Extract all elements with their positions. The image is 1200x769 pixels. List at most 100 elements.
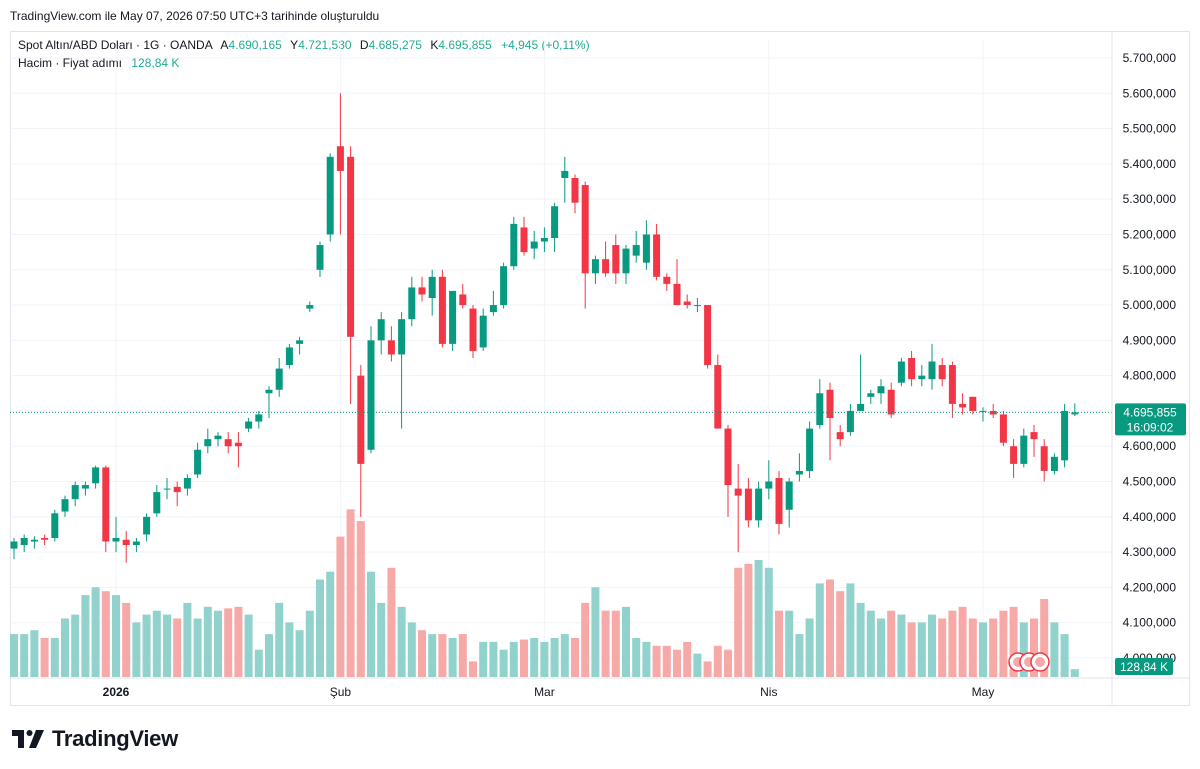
volume-bar [591, 587, 600, 677]
volume-bar [754, 560, 763, 677]
candle-body [347, 156, 355, 337]
open-label: A [220, 38, 229, 52]
volume-bar [856, 602, 865, 677]
y-tick-label: 4.400,000 [1123, 510, 1177, 524]
volume-bar [968, 618, 977, 677]
candle-body [204, 439, 212, 447]
volume-bar [836, 591, 845, 677]
candle-body [1050, 456, 1058, 471]
volume-bar [571, 638, 579, 677]
volume-value-box [1115, 658, 1173, 675]
candle-body [806, 428, 814, 471]
candle-body [285, 347, 293, 366]
candle-body [663, 276, 671, 284]
volume-bar [601, 610, 610, 677]
volume-legend[interactable]: Hacim · Fiyat adımı 128,84 K [18, 56, 179, 70]
volume-bar [652, 645, 661, 677]
volume-value-label: 128,84 K [1120, 660, 1168, 674]
candle-body [459, 294, 467, 306]
last-price-box [1115, 403, 1186, 436]
candle-body [683, 301, 691, 306]
last-price-label: 4.695,855 [1123, 405, 1177, 419]
candle-body [867, 393, 875, 397]
candle-body [449, 290, 457, 344]
candle-body [897, 361, 905, 383]
volume-bar [397, 606, 406, 677]
volume-bar [887, 610, 896, 677]
volume-bar [152, 610, 161, 677]
y-tick-label: 5.300,000 [1123, 192, 1177, 206]
high-label: Y [290, 38, 299, 52]
chart-frame [10, 31, 1190, 706]
volume-title[interactable]: Hacim · Fiyat adımı [18, 56, 123, 70]
candle-body [1030, 432, 1038, 440]
volume-bar [846, 583, 855, 677]
volume-bar [112, 595, 120, 677]
candle-body [357, 375, 365, 464]
candle-body [1071, 412, 1079, 415]
candle-body [857, 403, 865, 411]
candle-body [500, 266, 508, 306]
candle-body [1040, 446, 1048, 471]
candle-body [642, 234, 650, 263]
candle-body [469, 308, 477, 351]
symbol-legend[interactable]: Spot Altın/ABD Doları · 1G · OANDA A4.69… [18, 38, 590, 52]
volume-bar [775, 610, 783, 677]
candle-body [520, 227, 528, 253]
candle-body [561, 170, 569, 178]
candle-body [724, 428, 732, 486]
candle-body [755, 488, 763, 521]
low-value: 4.685,275 [368, 38, 422, 52]
volume-bar [560, 634, 569, 677]
candle-body [387, 340, 395, 355]
volume-bar [826, 579, 834, 677]
candle-body [367, 340, 375, 450]
symbol-title[interactable]: Spot Altın/ABD Doları · 1G · OANDA [18, 38, 213, 52]
volume-bar [142, 614, 151, 677]
candle-body [734, 488, 742, 496]
candle-body [30, 539, 38, 542]
volume-bar [20, 634, 29, 677]
volume-bar [1019, 622, 1028, 677]
volume-bar [795, 634, 804, 677]
volume-bar [866, 610, 875, 677]
tradingview-logo[interactable]: TradingView [12, 726, 178, 752]
candle-body [255, 414, 263, 422]
candle-body [918, 375, 926, 380]
candle-body [10, 541, 18, 549]
candle-body [20, 538, 28, 546]
candle-body [632, 245, 640, 256]
volume-bar [193, 618, 202, 677]
volume-bar [61, 618, 69, 677]
volume-bar [897, 614, 906, 677]
volume-bar [438, 634, 447, 677]
volume-bar [662, 645, 671, 677]
y-tick-label: 5.000,000 [1123, 298, 1177, 312]
volume-bar [1009, 606, 1018, 677]
volume-bar [917, 622, 926, 677]
volume-bar [520, 639, 528, 677]
candle-body [989, 410, 997, 415]
volume-bar [132, 622, 141, 677]
candle-body [836, 432, 844, 440]
volume-bar [428, 634, 437, 677]
candle-body [316, 245, 324, 270]
candle-body [540, 238, 548, 242]
volume-bar [91, 587, 100, 677]
candle-body [826, 389, 834, 418]
candle-body [265, 389, 273, 394]
volume-bar [734, 567, 743, 677]
y-tick-label: 4.900,000 [1123, 333, 1177, 347]
candle-body [71, 485, 79, 500]
candle-body [336, 146, 344, 171]
volume-bar [1070, 669, 1079, 677]
candle-body [102, 467, 110, 542]
volume-bar [948, 610, 957, 677]
volume-bar [1040, 599, 1049, 677]
volume-bar [989, 618, 998, 677]
volume-bar [50, 638, 59, 677]
candle-body [795, 470, 803, 475]
candle-body [245, 421, 253, 429]
candle-body [571, 178, 579, 203]
